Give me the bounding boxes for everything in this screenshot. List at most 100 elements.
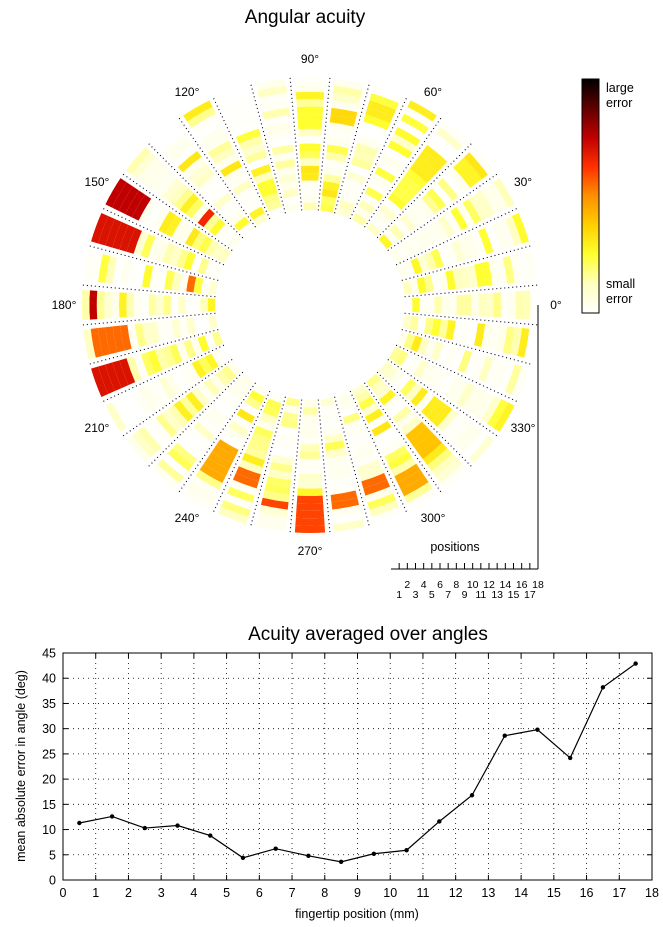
polar-cell [235,466,261,482]
polar-cell [232,414,252,431]
polar-cell [410,257,423,275]
polar-cell [435,126,463,152]
polar-cell [438,271,449,291]
polar-cell [197,335,210,353]
polar-cell [98,327,111,356]
polar-cell [280,181,298,192]
polar-cell [405,421,427,442]
polar-cell [435,458,463,484]
polar-cell [275,440,295,451]
polar-cell [125,392,146,420]
polar-cell [126,227,142,254]
polar-cell [425,366,442,387]
polar-cell [493,402,515,432]
x-axis-label: fingertip position (mm) [295,907,419,921]
polar-cell [418,437,443,460]
polar-cell [297,113,323,122]
polar-cell [191,359,207,379]
polar-cell [395,350,409,367]
polar-cell [481,324,493,349]
polar-cell [463,430,489,458]
polar-cell [438,373,455,395]
x-tick-label: 4 [190,886,197,900]
polar-cell [414,156,438,178]
polar-cell [409,316,420,332]
angle-label: 60° [424,85,442,99]
polar-cell [223,204,241,221]
polar-cell [491,360,508,389]
polar-cell [320,203,335,213]
polar-cell [321,404,337,415]
polar-cell [378,234,393,249]
polar-cell [241,452,265,468]
polar-cell [244,149,268,164]
polar-cell [262,405,280,418]
polar-cell [342,412,361,425]
polar-cell [82,289,90,321]
polar-cell [226,107,255,124]
x-tick-label: 18 [645,886,659,900]
polar-cell [164,270,175,290]
polar-cell [423,317,434,335]
polar-cell [324,433,344,444]
polar-cell [203,457,229,477]
polar-cell [295,510,325,519]
polar-cell [462,198,482,224]
polar-cell [417,337,430,356]
polar-cell [421,396,441,417]
polar-cell [91,366,109,398]
polar-cell [204,239,219,257]
x-tick-label: 6 [256,886,263,900]
polar-cell [172,144,198,168]
polar-cell [495,257,508,285]
polar-cell [282,188,299,199]
polar-cell [171,319,182,339]
polar-cell [344,178,364,192]
polar-cell [299,458,321,467]
polar-cell [407,235,422,254]
polar-cell [112,257,125,285]
polar-cell [434,296,442,314]
polar-cell [193,421,215,442]
polar-cell [140,352,156,377]
x-tick-label: 13 [481,886,495,900]
polar-cell [104,291,112,319]
polar-cell [485,292,494,318]
polar-cell [183,100,213,122]
angle-label: 30° [514,175,532,189]
polar-cell [265,199,282,212]
polar-cell [296,495,324,504]
polar-cell [218,198,237,216]
polar-cell [138,386,158,412]
polar-cell [152,464,180,489]
x-tick-label: 5 [223,886,230,900]
polar-cell [416,277,427,294]
polar-cell [91,212,109,244]
polar-cell [463,294,472,316]
polar-cell [134,262,146,287]
polar-cell [416,316,427,333]
polar-cell [478,293,487,317]
polar-cell [463,152,489,180]
polar-cell [253,171,274,185]
polar-cell [330,490,358,503]
polar-cell [204,260,217,277]
x-tick-label: 17 [612,886,626,900]
x-tick-label: 11 [416,886,429,900]
polar-cell [155,172,178,197]
polar-cell [333,512,363,525]
polar-cell [374,384,392,400]
polar-cell [364,408,384,424]
polar-cell [199,126,226,147]
polar-cell [321,411,338,422]
polar-cell [257,85,287,98]
polar-cell [488,259,500,286]
position-tick-label: 16 [516,579,528,591]
polar-cell [148,294,157,316]
polar-cell [217,86,249,104]
data-point [142,825,148,831]
position-tick-label: 11 [475,589,486,601]
polar-cell [444,376,462,399]
polar-cell [187,162,211,184]
